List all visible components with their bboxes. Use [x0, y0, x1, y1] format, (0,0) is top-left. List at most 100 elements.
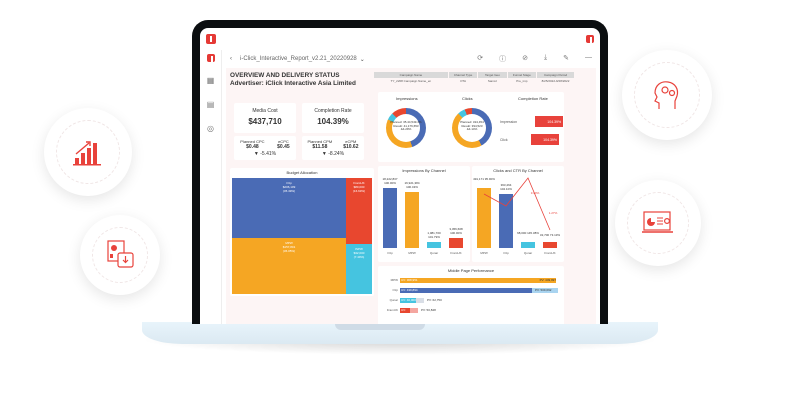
- axis-label: Ozp: [503, 251, 509, 255]
- clicks-ctr-by-channel-chart: Clicks and CTR By Channel 491,171 95.90%…: [472, 166, 564, 262]
- campaign-table: Campaign Name Channel Type Target Geo Fu…: [374, 72, 574, 84]
- bar-framuk[interactable]: [543, 242, 557, 248]
- bar-ozp[interactable]: [383, 188, 397, 248]
- bar-label: 363,464 104.10%: [500, 183, 512, 191]
- table-cell: 8/25/2022-9/28/2022: [541, 79, 570, 83]
- rate-badge: 104.39%: [535, 116, 564, 127]
- bar-framuk[interactable]: [449, 238, 463, 248]
- ctr-line: [483, 177, 551, 231]
- clicks-title: Clicks: [462, 96, 473, 101]
- bar-label: 68,000 145.38%: [517, 231, 539, 235]
- file-name[interactable]: i-Click_Interactive_Report_v2.21_2022092…: [240, 56, 357, 62]
- app-logo-icon: [206, 34, 216, 44]
- user-logo-icon[interactable]: [586, 35, 594, 43]
- chart-title: Impressions By Channel: [402, 168, 446, 173]
- ctr-label: 1.27%: [548, 211, 558, 215]
- table-cell: OTA: [460, 79, 467, 83]
- bar-label: 1,081,700 101.79%: [427, 231, 441, 239]
- clicks-donut[interactable]: [452, 108, 492, 148]
- sidebar: ▦ ▤ ◎: [200, 50, 222, 324]
- pv-label-ozp: PV: 509,692: [535, 288, 552, 292]
- kpi-value: $10.62: [343, 144, 359, 150]
- document-icon[interactable]: ▤: [206, 100, 215, 109]
- col-header: Channel Type: [448, 72, 478, 78]
- axis-label: MPW: [480, 251, 488, 255]
- grid-icon[interactable]: ▦: [206, 76, 215, 85]
- ai-brain-badge: [622, 50, 712, 140]
- col-header: Campaign Name: [374, 72, 448, 78]
- delta-badge: ▼ -5.41%: [253, 151, 277, 157]
- table-cell: Samsz: [487, 79, 498, 83]
- axis-label: FramUK: [450, 251, 462, 255]
- report-toolbar: ‹ i-Click_Interactive_Report_v2.21_20220…: [222, 50, 600, 68]
- axis-label: FramUK: [544, 251, 556, 255]
- impressions-donut[interactable]: [386, 108, 426, 148]
- bar-ozp[interactable]: [499, 194, 513, 248]
- growth-chart-badge: [44, 108, 132, 196]
- report-canvas: OVERVIEW AND DELIVERY STATUS Advertiser:…: [226, 68, 596, 324]
- panel-title: Budget Allocation: [286, 170, 318, 175]
- chevron-down-icon[interactable]: ⌄: [359, 56, 365, 63]
- edit-icon[interactable]: ✎: [563, 55, 569, 62]
- col-header: Funnel Stage: [507, 72, 537, 78]
- brand-icon: [206, 54, 215, 62]
- kpi-label: Planned CPC: [240, 139, 265, 144]
- link-icon[interactable]: ⊘: [522, 55, 529, 62]
- table-cell: TY_2208 Campaign Name_en: [390, 79, 432, 83]
- reports-badge: [80, 215, 160, 295]
- bar-mpw[interactable]: [405, 192, 419, 248]
- kpi-value: $437,710: [248, 117, 282, 126]
- kpi-value: $0.45: [277, 144, 290, 150]
- info-icon[interactable]: ⓘ: [499, 56, 507, 63]
- kpi-label: Media Cost: [252, 108, 278, 114]
- col-header: Target Geo: [478, 72, 507, 78]
- laptop-analytics-icon: [642, 211, 673, 233]
- download-icon[interactable]: ⤓: [544, 54, 548, 61]
- chart-title: Middle Page Performance: [447, 268, 495, 273]
- treemap-cell-mpw[interactable]: MPW $157,801 (36.05%): [232, 238, 346, 294]
- report-header: OVERVIEW AND DELIVERY STATUS Advertiser:…: [230, 72, 356, 88]
- report-download-icon: [107, 240, 134, 268]
- delivery-summary-panel: Impressions Clicks Completion Rate Plann…: [378, 92, 564, 162]
- completion-rate-title: Completion Rate: [518, 96, 548, 101]
- growth-chart-icon: [73, 141, 101, 166]
- table-cell: Pre_imp: [516, 79, 528, 83]
- delta-badge: ▼ -8.24%: [321, 151, 345, 157]
- col-header: Campaign Period: [537, 72, 574, 78]
- kpi-label: eCPC: [278, 139, 289, 144]
- impressions-by-channel-chart: Impressions By Channel 18,222,837 100.00…: [378, 166, 470, 262]
- bar-mpw[interactable]: [477, 188, 491, 248]
- completion-rate-click: Click 104.39%: [500, 134, 559, 145]
- axis-label: Qunar: [523, 251, 533, 255]
- row-label: Click: [500, 137, 508, 142]
- axis-label: MPW: [390, 278, 398, 282]
- axis-label: Ozp: [387, 251, 393, 255]
- laptop-base: [142, 322, 658, 344]
- bar-qunar[interactable]: [427, 242, 441, 248]
- clicks-donut-label: Planned: 324,454 Result: 394,523 &4.14%: [460, 120, 484, 132]
- media-cost-card: Media Cost $437,710: [234, 103, 296, 133]
- settings-icon[interactable]: ◎: [207, 124, 214, 133]
- minimize-icon[interactable]: —: [585, 54, 592, 61]
- pv-bar-mpw[interactable]: UV: 308,951 PV: 449,997: [400, 278, 556, 283]
- refresh-icon[interactable]: ⟳: [477, 55, 484, 62]
- app-topbar: [200, 28, 600, 50]
- uv-bar-qunar[interactable]: UV: 40,000: [400, 298, 416, 303]
- bar-qunar[interactable]: [521, 242, 535, 248]
- chart-title: Clicks and CTR By Channel: [493, 168, 543, 173]
- uv-bar-framuk[interactable]: UV: 22,500: [400, 308, 411, 317]
- axis-label: Qunar: [389, 298, 398, 302]
- kpi-label: eCPM: [345, 139, 357, 144]
- bar-label: 32,700 73.13%: [539, 233, 561, 237]
- treemap-cell-ispw[interactable]: ISPW $32,000 (7.49%): [346, 244, 372, 294]
- cpc-card: Planned CPC $0.48 eCPC $0.45 ▼ -5.41%: [234, 136, 296, 160]
- treemap-cell-framuk[interactable]: FramUK $80,000 (16.63%): [346, 178, 372, 244]
- uv-bar-ozp[interactable]: UV: 439,894: [400, 288, 532, 293]
- axis-label: Qunar: [429, 251, 439, 255]
- laptop-notch: [335, 322, 425, 330]
- treemap-cell-ozp[interactable]: Ozp $206,109 (45.49%): [232, 178, 346, 238]
- back-chevron-icon[interactable]: ‹: [230, 56, 232, 62]
- axis-label: Ozp: [392, 288, 398, 292]
- axis-label: FramUK: [386, 308, 398, 312]
- bar-label: 18,222,837 100.00%: [382, 177, 398, 185]
